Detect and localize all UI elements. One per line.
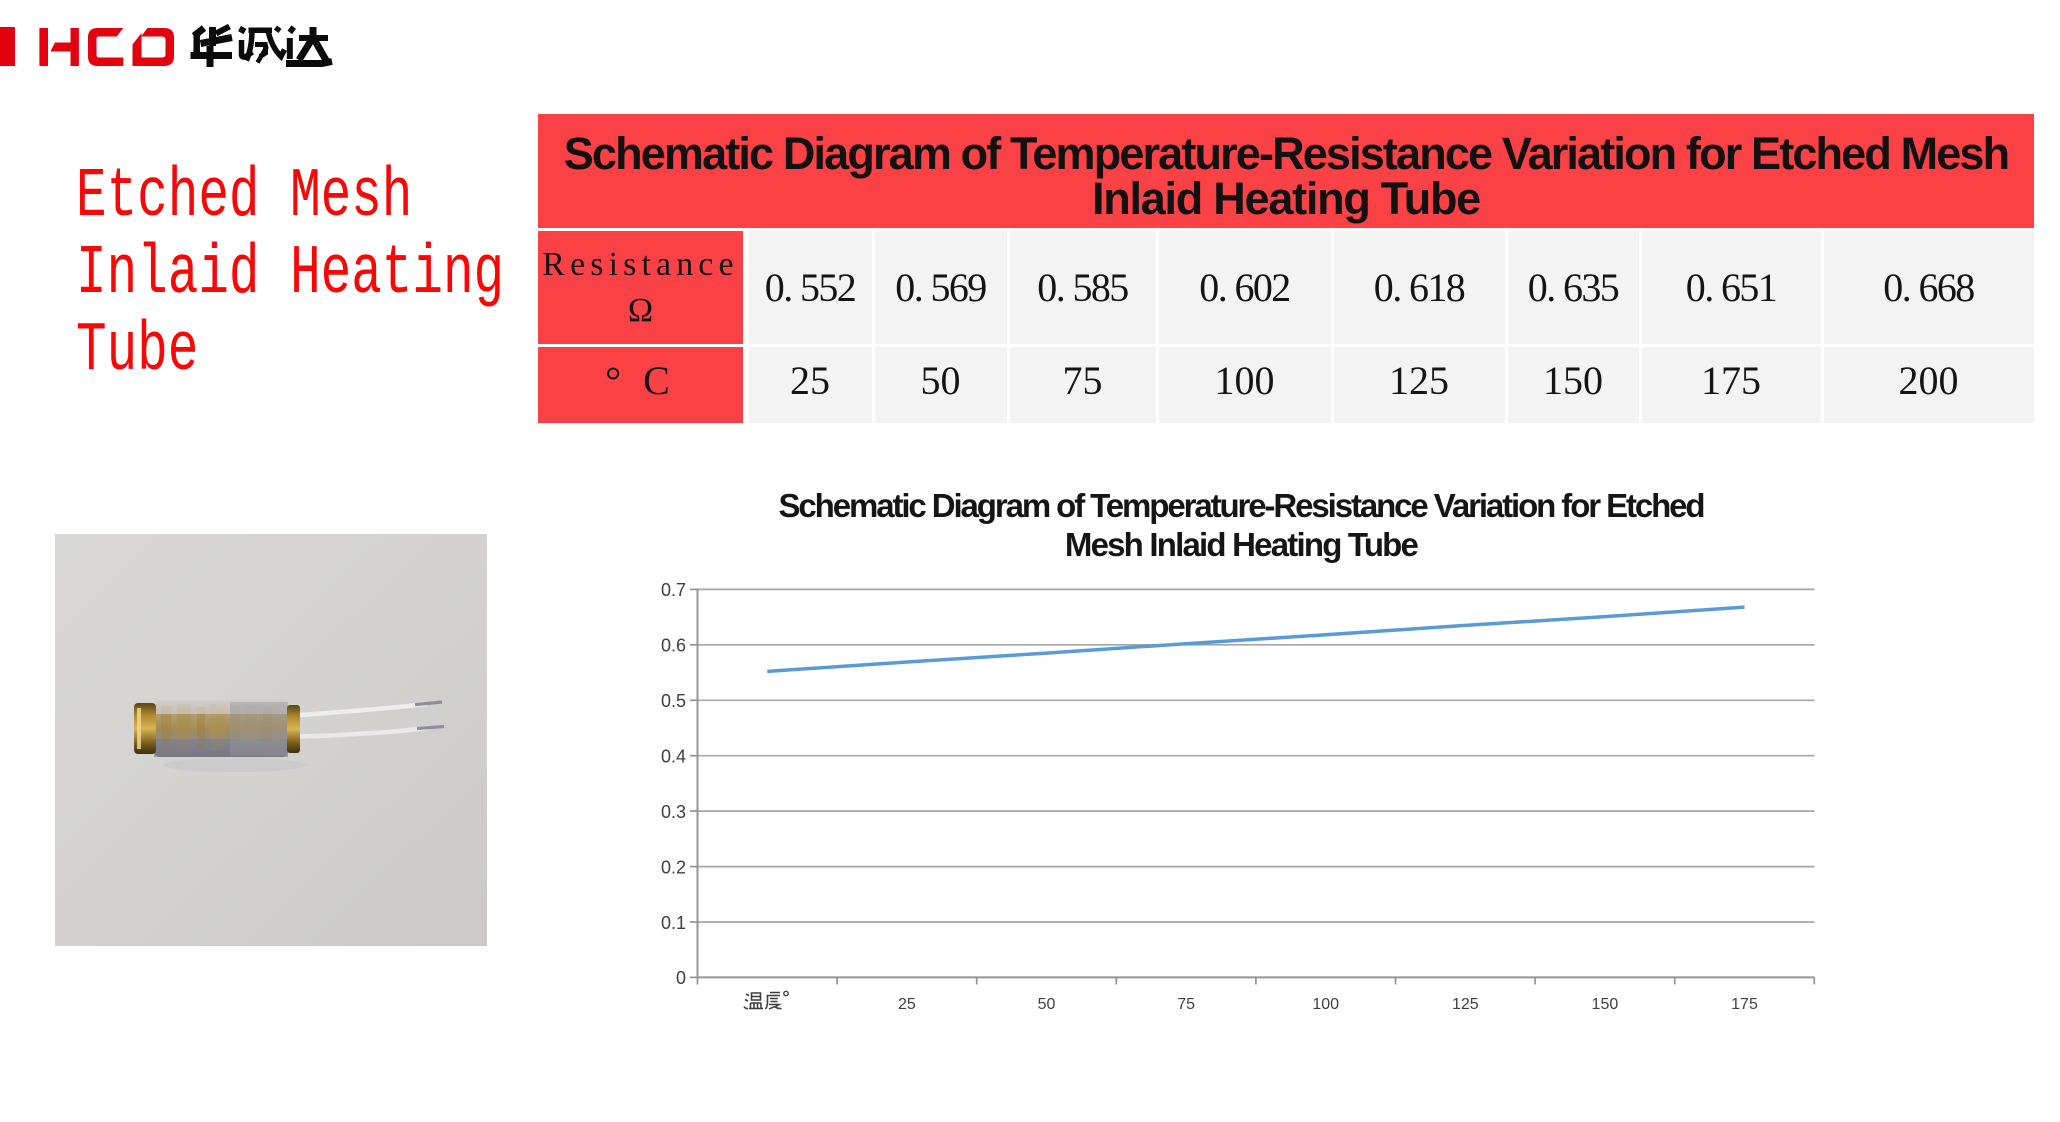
svg-text:100: 100 [1312, 996, 1339, 1013]
svg-text:Mesh Inlaid Heating Tube: Mesh Inlaid Heating Tube [1065, 526, 1419, 563]
svg-text:50: 50 [1038, 996, 1056, 1013]
svg-text:150: 150 [1592, 996, 1619, 1013]
svg-text:175: 175 [1731, 996, 1758, 1013]
svg-text:75: 75 [1177, 996, 1195, 1013]
svg-text:0.1: 0.1 [661, 913, 686, 933]
svg-text:Schematic Diagram of Temperatu: Schematic Diagram of Temperature-Resista… [779, 487, 1704, 524]
svg-text:0.5: 0.5 [661, 691, 686, 711]
svg-text:25: 25 [898, 996, 916, 1013]
svg-text:0: 0 [676, 968, 686, 988]
svg-text:0.6: 0.6 [661, 636, 686, 656]
svg-text:125: 125 [1452, 996, 1479, 1013]
svg-text:0.4: 0.4 [661, 747, 686, 767]
svg-text:0.2: 0.2 [661, 857, 686, 877]
svg-text:0.3: 0.3 [661, 802, 686, 822]
svg-text:0.7: 0.7 [661, 580, 686, 600]
